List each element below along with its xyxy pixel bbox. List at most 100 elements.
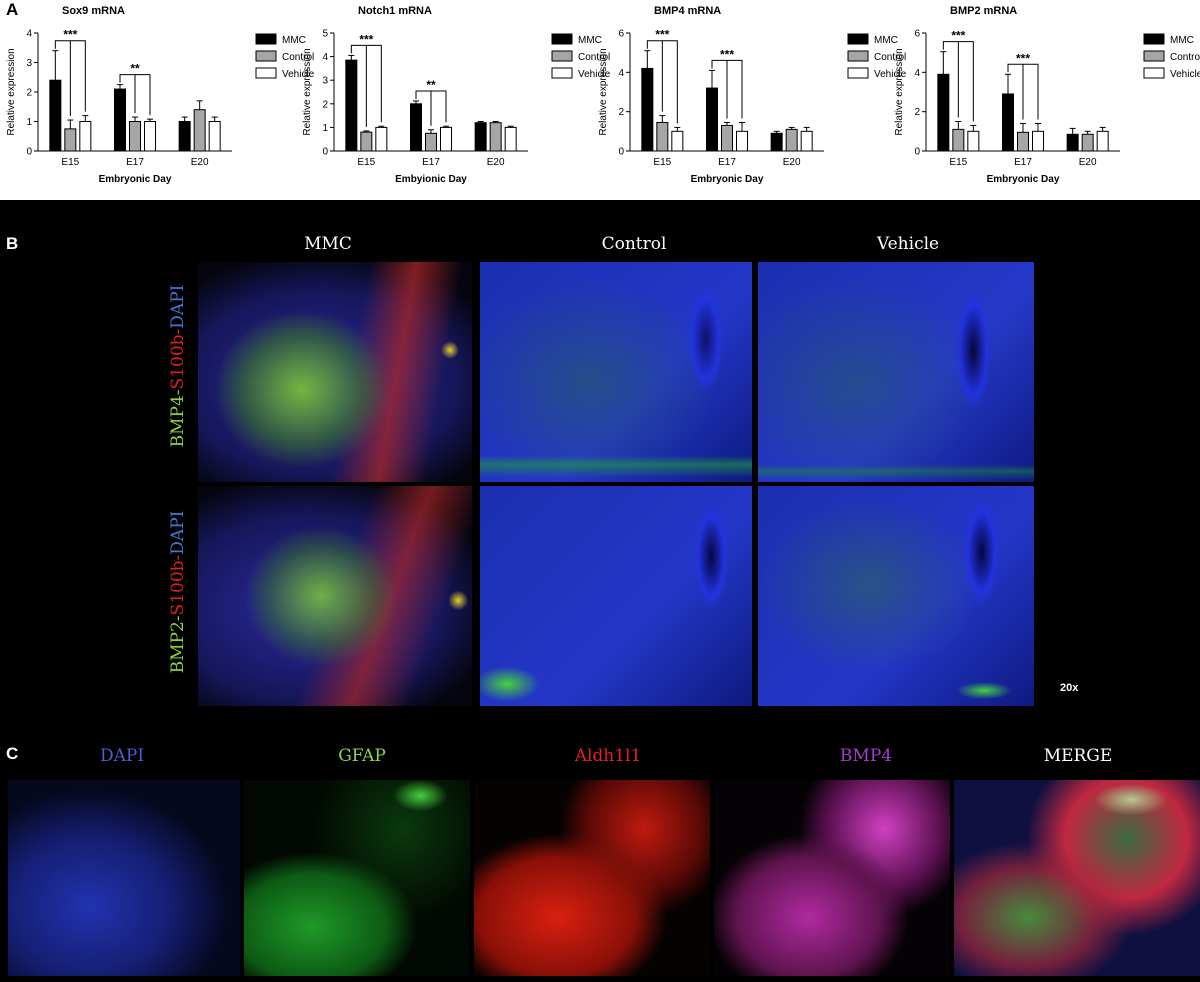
x-tick-label: E15 <box>357 157 375 168</box>
legend-label-control: Control <box>874 52 906 63</box>
column-title-control: Control <box>601 234 667 254</box>
title-merge: MERGE <box>1043 746 1113 766</box>
bar-control <box>64 128 77 152</box>
legend-swatch-control <box>847 50 869 62</box>
micrograph-bmp2-vehicle <box>758 486 1034 706</box>
x-tick-label: E17 <box>126 157 144 168</box>
bar-control <box>952 128 965 152</box>
row-label-bmp4-red: S100b- <box>168 328 188 390</box>
bar-mmc <box>178 121 191 152</box>
legend-swatch-control <box>1143 50 1165 62</box>
x-axis-label: Embyionic Day <box>395 174 467 185</box>
x-tick-label: E20 <box>487 157 505 168</box>
x-tick-label: E20 <box>191 157 209 168</box>
significance-label: *** <box>720 47 734 61</box>
y-tick-label: 2 <box>618 107 624 118</box>
bar-mmc <box>345 59 358 152</box>
chart-title: Notch1 mRNA <box>358 5 432 17</box>
micrograph-bmp4-control <box>480 262 752 482</box>
bar-vehicle <box>144 121 156 152</box>
y-tick-label: 0 <box>914 147 920 158</box>
bar-mmc <box>641 67 654 152</box>
y-tick-label: 4 <box>914 68 920 79</box>
title-dapi: DAPI <box>99 746 145 766</box>
legend-label-mmc: MMC <box>1170 35 1194 46</box>
title-bmp4: BMP4 <box>839 746 893 766</box>
legend-swatch-control <box>551 50 573 62</box>
micrograph-bmp4 <box>714 780 950 976</box>
legend-swatch-mmc <box>255 33 277 45</box>
bar-vehicle <box>208 121 221 152</box>
significance-label: *** <box>63 28 77 42</box>
legend-label-mmc: MMC <box>578 35 602 46</box>
x-tick-label: E20 <box>1079 157 1097 168</box>
y-axis-label: Relative expression <box>302 48 313 135</box>
bar-vehicle <box>440 126 452 152</box>
bar-control <box>1017 131 1029 152</box>
significance-label: ** <box>130 62 140 76</box>
micrograph-aldh1l1 <box>474 780 710 976</box>
column-title-vehicle: Vehicle <box>876 234 940 254</box>
legend-label-mmc: MMC <box>874 35 898 46</box>
bar-vehicle <box>671 130 684 152</box>
bar-vehicle <box>375 126 388 152</box>
y-tick-label: 0 <box>618 147 624 158</box>
bar-control <box>425 132 437 152</box>
bar-vehicle <box>800 130 813 152</box>
row-label-bmp4-blue: DAPI <box>168 284 188 329</box>
legend-label-control: Control <box>282 52 314 63</box>
x-tick-label: E17 <box>718 157 736 168</box>
bar-vehicle <box>1032 130 1044 152</box>
magnification-label: 20x <box>1060 682 1079 694</box>
y-tick-label: 1 <box>322 123 328 134</box>
column-title-mmc: MMC <box>304 234 352 254</box>
bar-mmc <box>1066 133 1079 152</box>
bar-control <box>193 109 206 152</box>
y-tick-label: 6 <box>618 29 624 40</box>
bar-mmc <box>114 88 126 152</box>
chart-1: Sox9 mRNA Relative expression Embryonic Da… <box>6 5 315 185</box>
micrograph-dapi <box>8 780 240 976</box>
x-tick-label: E15 <box>949 157 967 168</box>
legend-label-vehicle: Vehicle <box>578 69 611 80</box>
panel-label-b: B <box>6 234 19 253</box>
legend-swatch-vehicle <box>255 67 277 79</box>
micrograph-bmp2-control <box>480 486 752 706</box>
bar-vehicle <box>736 130 748 152</box>
bar-mmc <box>937 73 950 152</box>
legend-swatch-mmc <box>551 33 573 45</box>
bar-vehicle <box>79 121 92 152</box>
x-axis-label: Embryonic Day <box>987 174 1060 185</box>
bar-mmc <box>770 132 783 152</box>
y-axis-label: Relative expression <box>6 48 17 135</box>
bar-mmc <box>706 87 718 152</box>
micrograph-bmp4-vehicle <box>758 262 1034 482</box>
y-tick-label: 2 <box>914 107 920 118</box>
significance-bracket <box>942 41 974 122</box>
row-label-bmp2-green: BMP2- <box>168 615 188 674</box>
x-tick-label: E17 <box>1014 157 1032 168</box>
bar-vehicle <box>504 126 517 152</box>
y-tick-label: 1 <box>26 117 32 128</box>
bar-vehicle <box>1096 130 1109 152</box>
bar-vehicle <box>967 130 980 152</box>
legend-swatch-mmc <box>1143 33 1165 45</box>
legend-swatch-mmc <box>847 33 869 45</box>
bar-control <box>489 122 502 152</box>
micrograph-bmp4-mmc <box>198 262 472 482</box>
legend-label-vehicle: Vehicle <box>874 69 907 80</box>
y-tick-label: 4 <box>26 29 32 40</box>
y-axis-label: Relative expression <box>894 48 905 135</box>
legend-label-vehicle: Vehicle <box>282 69 315 80</box>
y-tick-label: 4 <box>618 68 624 79</box>
y-tick-label: 6 <box>914 29 920 40</box>
legend-swatch-vehicle <box>1143 67 1165 79</box>
legend-swatch-vehicle <box>551 67 573 79</box>
y-tick-label: 0 <box>26 147 32 158</box>
row-label-bmp2-red: S100b- <box>168 554 188 616</box>
bar-control <box>721 124 733 152</box>
bar-control <box>785 128 798 152</box>
bar-control <box>129 121 141 152</box>
significance-label: *** <box>951 29 965 43</box>
x-tick-label: E20 <box>783 157 801 168</box>
